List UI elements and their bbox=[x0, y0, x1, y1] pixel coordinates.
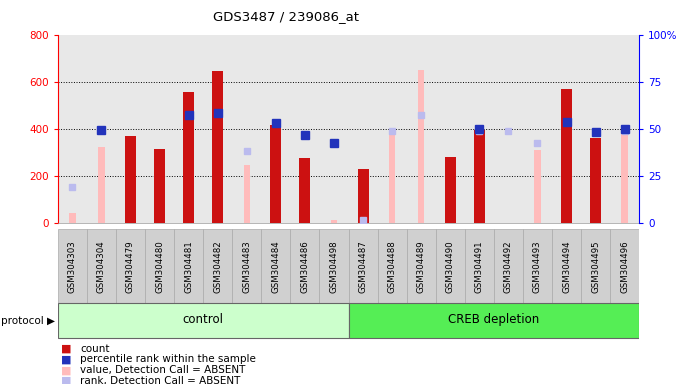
Bar bbox=[534, 150, 541, 223]
Bar bbox=[377, 229, 407, 303]
Text: GSM304483: GSM304483 bbox=[242, 240, 251, 293]
Bar bbox=[232, 229, 261, 303]
Bar bbox=[116, 229, 145, 303]
Bar bbox=[243, 165, 250, 223]
Bar bbox=[622, 129, 628, 223]
Bar bbox=[358, 169, 369, 223]
Text: rank, Detection Call = ABSENT: rank, Detection Call = ABSENT bbox=[80, 376, 241, 384]
Bar bbox=[212, 71, 223, 223]
Bar bbox=[348, 229, 377, 303]
Bar bbox=[523, 229, 552, 303]
Bar bbox=[581, 229, 610, 303]
Text: CREB depletion: CREB depletion bbox=[448, 313, 539, 326]
Text: GSM304489: GSM304489 bbox=[417, 240, 426, 293]
Bar bbox=[125, 136, 136, 223]
Text: GSM304494: GSM304494 bbox=[562, 240, 571, 293]
Bar bbox=[330, 220, 337, 223]
Text: GSM304493: GSM304493 bbox=[533, 240, 542, 293]
Text: GSM304492: GSM304492 bbox=[504, 240, 513, 293]
Text: GSM304490: GSM304490 bbox=[446, 240, 455, 293]
Text: GSM304303: GSM304303 bbox=[68, 240, 77, 293]
Text: ■: ■ bbox=[61, 365, 71, 375]
Text: GSM304480: GSM304480 bbox=[155, 240, 164, 293]
Bar bbox=[58, 229, 87, 303]
Bar bbox=[271, 125, 282, 223]
Bar bbox=[348, 303, 639, 338]
Text: GSM304488: GSM304488 bbox=[388, 240, 396, 293]
Text: GSM304496: GSM304496 bbox=[620, 240, 629, 293]
Text: percentile rank within the sample: percentile rank within the sample bbox=[80, 354, 256, 364]
Text: GSM304486: GSM304486 bbox=[301, 240, 309, 293]
Bar bbox=[261, 229, 290, 303]
Text: value, Detection Call = ABSENT: value, Detection Call = ABSENT bbox=[80, 365, 245, 375]
Bar bbox=[145, 229, 174, 303]
Bar bbox=[154, 149, 165, 223]
Bar bbox=[465, 229, 494, 303]
Bar bbox=[290, 229, 320, 303]
Text: GSM304491: GSM304491 bbox=[475, 240, 483, 293]
Bar bbox=[407, 229, 436, 303]
Bar bbox=[320, 229, 348, 303]
Bar bbox=[98, 147, 105, 223]
Text: GSM304498: GSM304498 bbox=[330, 240, 339, 293]
Bar bbox=[69, 214, 75, 223]
Bar bbox=[389, 133, 395, 223]
Bar bbox=[58, 303, 348, 338]
Bar bbox=[474, 130, 485, 223]
Bar bbox=[183, 92, 194, 223]
Text: control: control bbox=[183, 313, 224, 326]
Bar bbox=[590, 138, 601, 223]
Bar bbox=[299, 158, 310, 223]
Text: ■: ■ bbox=[61, 376, 71, 384]
Text: ■: ■ bbox=[61, 354, 71, 364]
Text: GSM304487: GSM304487 bbox=[358, 240, 367, 293]
Text: GSM304479: GSM304479 bbox=[126, 240, 135, 293]
Bar bbox=[87, 229, 116, 303]
Bar bbox=[561, 89, 572, 223]
Text: GSM304482: GSM304482 bbox=[214, 240, 222, 293]
Text: GSM304304: GSM304304 bbox=[97, 240, 106, 293]
Text: GSM304495: GSM304495 bbox=[591, 240, 600, 293]
Text: ■: ■ bbox=[61, 344, 71, 354]
Bar bbox=[174, 229, 203, 303]
Bar bbox=[436, 229, 465, 303]
Bar bbox=[203, 229, 232, 303]
Bar bbox=[445, 157, 456, 223]
Bar bbox=[552, 229, 581, 303]
Bar bbox=[418, 70, 424, 223]
Text: count: count bbox=[80, 344, 109, 354]
Text: GSM304481: GSM304481 bbox=[184, 240, 193, 293]
Text: GDS3487 / 239086_at: GDS3487 / 239086_at bbox=[213, 10, 358, 23]
Bar bbox=[610, 229, 639, 303]
Text: protocol ▶: protocol ▶ bbox=[1, 316, 55, 326]
Bar bbox=[494, 229, 523, 303]
Text: GSM304484: GSM304484 bbox=[271, 240, 280, 293]
